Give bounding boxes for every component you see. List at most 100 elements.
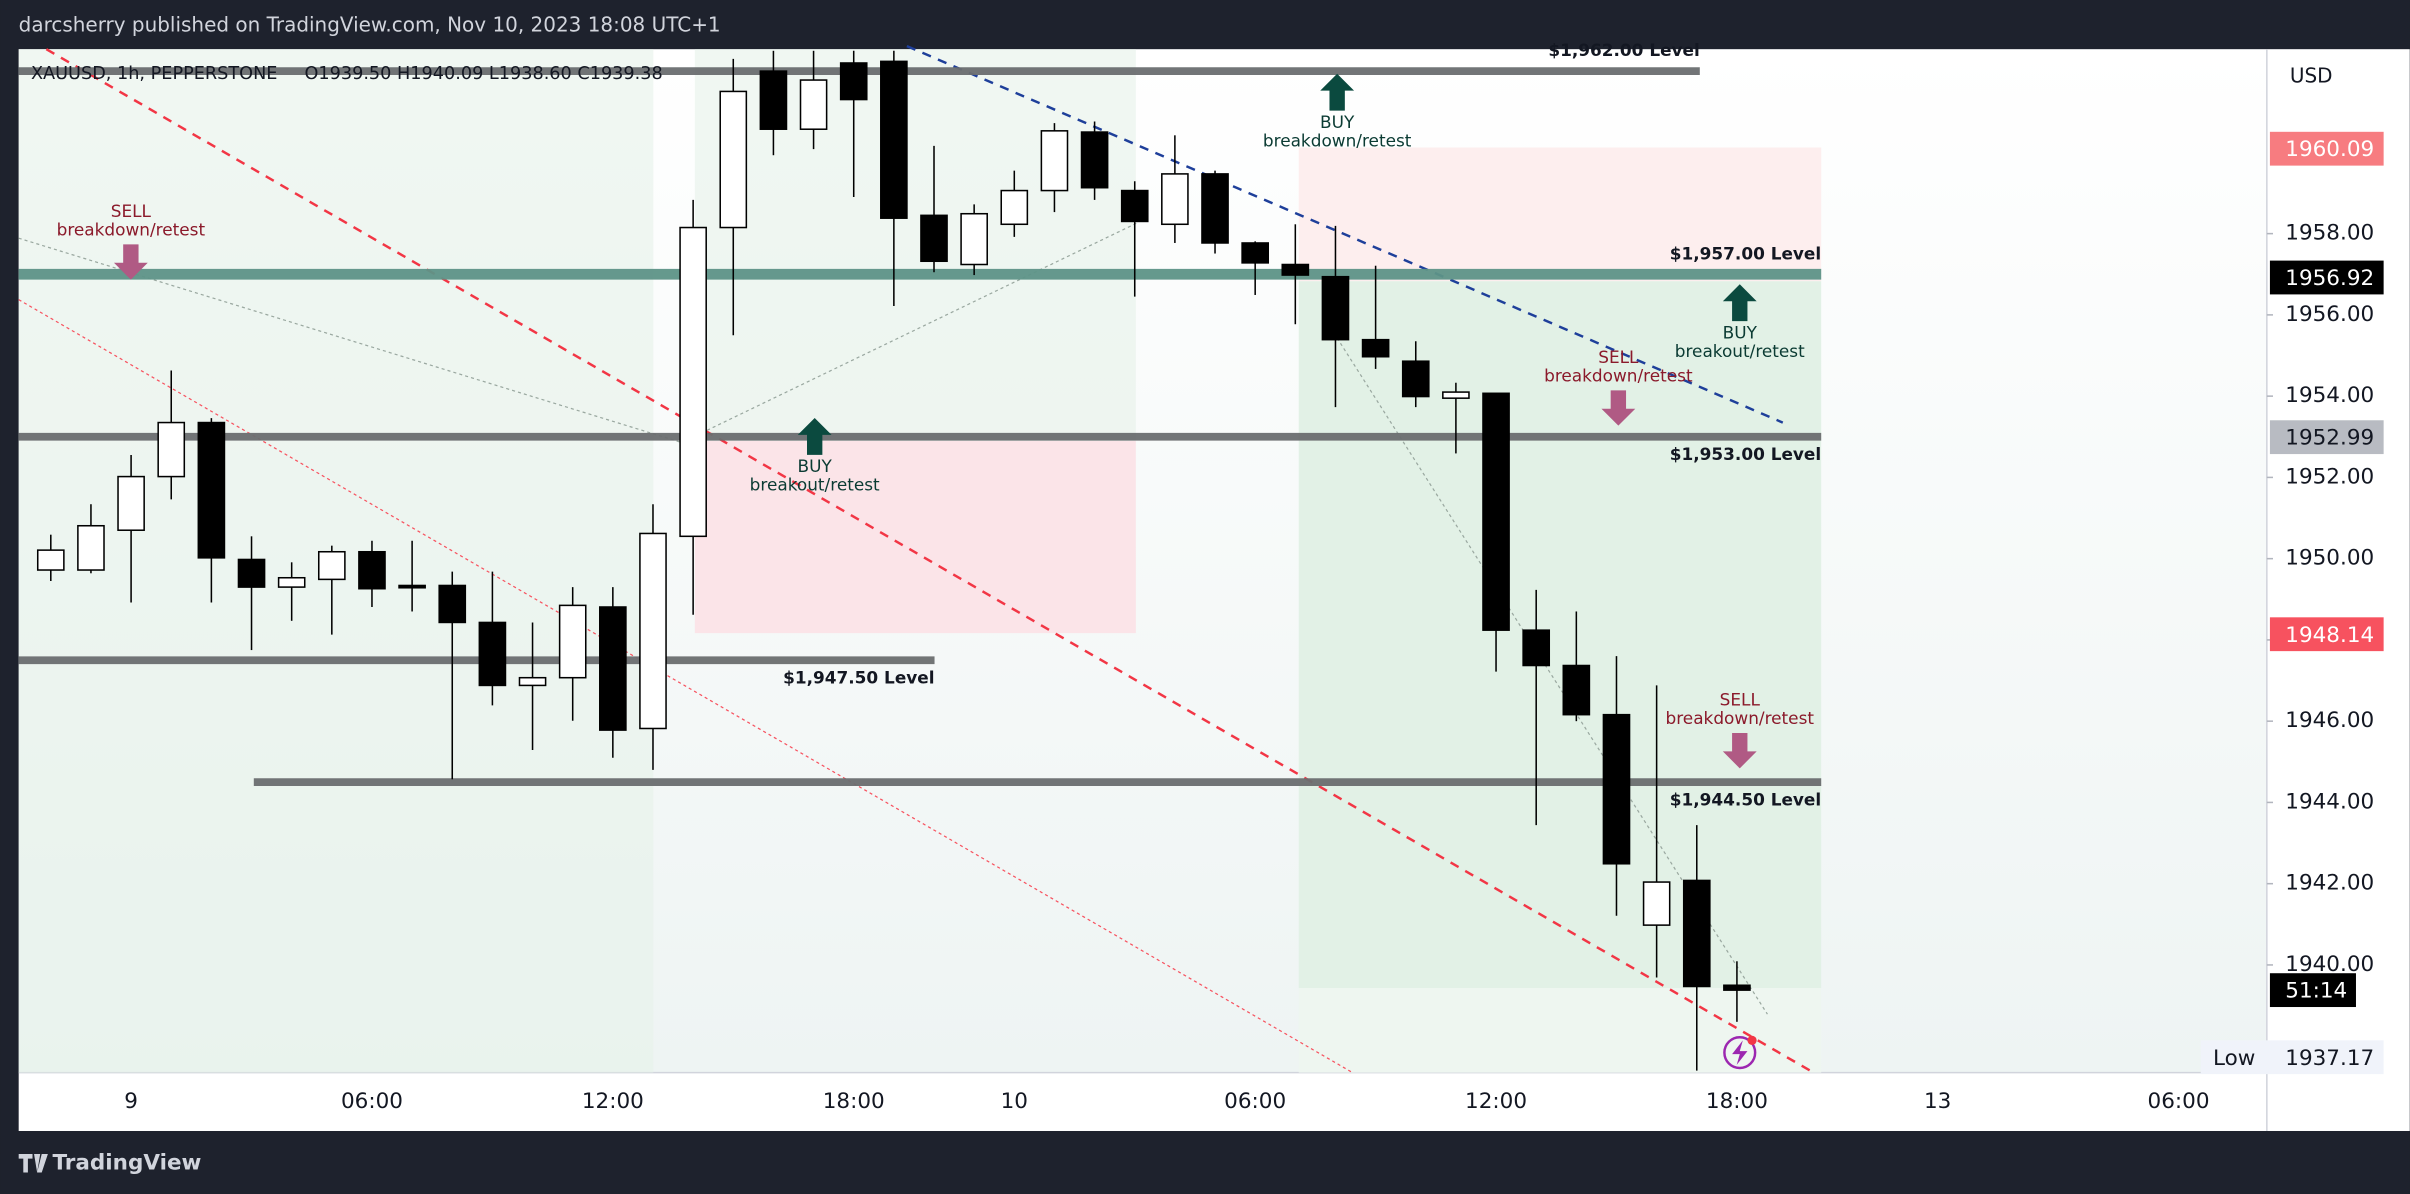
signal-side: BUY [1320, 112, 1355, 132]
price-marker-label: 1960.09 [2285, 137, 2374, 162]
candle-body [157, 421, 186, 478]
signal-side: SELL [1598, 347, 1639, 367]
candle-body [1080, 131, 1109, 189]
candle-body [1201, 173, 1229, 244]
y-tick-label: 1944.00 [2285, 789, 2374, 814]
candle-body [639, 532, 667, 730]
signal-arrow [1722, 284, 1757, 322]
ohlc: O1939.50 H1940.09 L1938.60 C1939.38 [305, 64, 663, 84]
candle-body [1522, 629, 1551, 667]
candle-body [1000, 189, 1029, 226]
level-label: $1,944.50 Level [1670, 790, 1821, 810]
signal-note: breakdown/retest [1263, 130, 1412, 150]
price-marker [2269, 260, 2384, 295]
signal-side: SELL [1720, 690, 1761, 710]
zone [1298, 988, 1822, 1073]
candle-body [960, 212, 988, 266]
candle-body [117, 475, 145, 531]
candle-body [1040, 130, 1069, 192]
candle-body [438, 584, 467, 624]
y-tick-label: 1956.00 [2285, 302, 2374, 327]
candle-body [719, 90, 748, 229]
level-label: $1,947.50 Level [783, 668, 934, 688]
candle-body [920, 214, 948, 263]
candle-body [1482, 392, 1510, 631]
zone [1298, 281, 1822, 989]
candle-body [1120, 189, 1149, 223]
brand: TradingView [52, 1150, 201, 1175]
candle-body [358, 550, 386, 590]
signal-note: breakdown/retest [1666, 708, 1815, 728]
level-label: $1,957.00 Level [1670, 243, 1821, 263]
candle-body [398, 584, 426, 589]
price-marker [2269, 131, 2384, 166]
zone [694, 441, 1136, 634]
candle-body [317, 550, 346, 581]
candle-body [1361, 338, 1390, 358]
time-axis [18, 1072, 2267, 1131]
symbol: XAUUSD, 1h, PEPPERSTONE [31, 64, 277, 84]
candle-body [1602, 713, 1631, 865]
candle-body [1161, 173, 1189, 226]
x-tick-label: 06:00 [341, 1089, 403, 1114]
candle-body [799, 79, 828, 130]
x-tick-label: 12:00 [1465, 1089, 1527, 1114]
candle-body [1682, 879, 1711, 988]
signal-note: breakout/retest [750, 475, 880, 495]
x-tick-label: 10 [1001, 1089, 1028, 1114]
candle-body [839, 62, 868, 101]
x-tick-label: 18:00 [1706, 1089, 1768, 1114]
brand-logo [18, 1154, 48, 1173]
candle-body [36, 549, 65, 571]
y-tick-label: 1950.00 [2285, 546, 2374, 571]
price-marker [2269, 420, 2384, 455]
signal-arrow [1320, 73, 1355, 111]
candle-body [77, 524, 105, 571]
x-tick-label: 06:00 [2148, 1089, 2210, 1114]
candle-body [599, 606, 627, 731]
x-tick-label: 12:00 [582, 1089, 644, 1114]
level-label: $1,962.00 Level [1548, 40, 1699, 60]
candle-body [518, 676, 547, 687]
signal-side: BUY [798, 456, 833, 476]
trend-line [906, 44, 1784, 424]
candle-body [1321, 275, 1350, 341]
y-tick-label: 1942.00 [2285, 871, 2374, 896]
trend-line [1336, 337, 1768, 1015]
candle-body [759, 70, 788, 130]
low-value: 1937.17 [2285, 1046, 2374, 1071]
publisher: darcsherry published on TradingView.com,… [19, 13, 721, 37]
trend-line [18, 299, 1353, 1074]
price-marker-label: 1948.14 [2285, 623, 2374, 648]
y-tick-label: 1952.00 [2285, 464, 2374, 489]
x-tick-label: 18:00 [823, 1089, 885, 1114]
low-label: Low [2213, 1046, 2255, 1071]
replay-bolt [1732, 1040, 1748, 1065]
signal-arrow [1722, 732, 1757, 769]
chart-layer: $1,962.00 Level $1,957.00 Level $1,953.00 … [18, 40, 2384, 1114]
candle-body [1442, 391, 1470, 399]
y-tick-label: 1954.00 [2285, 383, 2374, 408]
candle-body [237, 558, 266, 588]
signal-side: SELL [111, 201, 152, 221]
candle-body [1281, 263, 1310, 276]
currency: USD [2290, 63, 2333, 87]
candle-body [679, 226, 707, 538]
y-tick-label: 1940.00 [2285, 952, 2374, 977]
countdown: 51:14 [2285, 979, 2347, 1004]
candle-body [1723, 984, 1751, 991]
price-marker-label: 1956.92 [2285, 266, 2374, 291]
signal-note: breakdown/retest [57, 220, 206, 240]
candle-body [478, 621, 507, 687]
replay-dot [1747, 1035, 1757, 1045]
y-tick-label: 1958.00 [2285, 221, 2374, 246]
price-marker-label: 1952.99 [2285, 426, 2374, 451]
candle-body [1642, 881, 1671, 926]
candle-body [558, 604, 587, 679]
signal-arrow [797, 417, 832, 455]
candle-body [197, 421, 226, 559]
signal-note: breakdown/retest [1544, 365, 1693, 385]
level-label: $1,953.00 Level [1670, 444, 1821, 464]
trend-line [45, 48, 1815, 1074]
